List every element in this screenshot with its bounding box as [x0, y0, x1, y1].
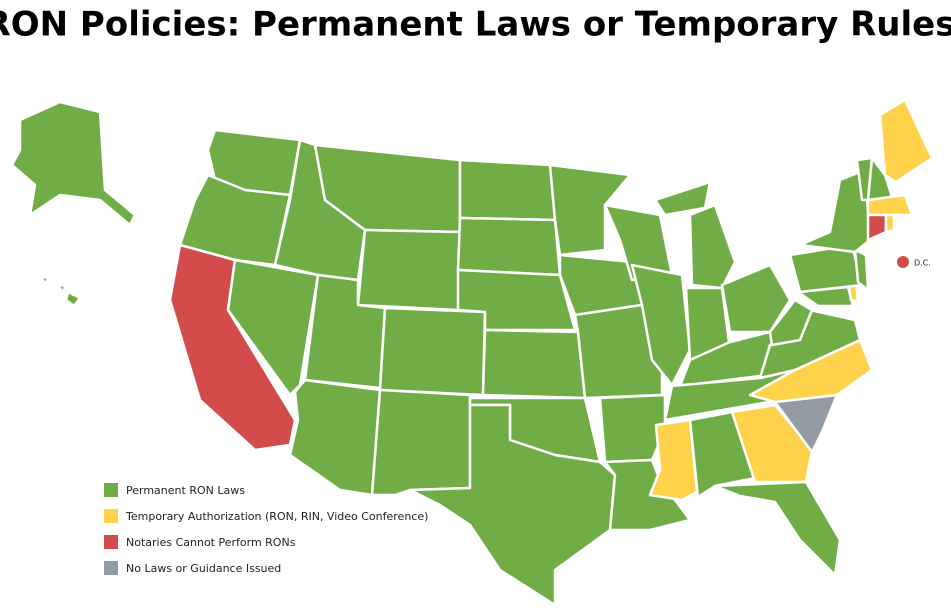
kansas: [481, 328, 587, 400]
wyoming: [356, 228, 462, 312]
alaska: [10, 100, 137, 227]
west-virginia: [768, 298, 814, 347]
texas: [408, 403, 617, 607]
hawaii: [38, 274, 82, 308]
legend-label: Temporary Authorization (RON, RIN, Video…: [125, 510, 428, 523]
legend-label: Notaries Cannot Perform RONs: [126, 536, 296, 549]
louisiana: [603, 458, 692, 532]
legend-swatch: [104, 483, 118, 497]
legend-label: No Laws or Guidance Issued: [126, 562, 281, 575]
mississippi: [648, 418, 699, 502]
arizona: [288, 378, 382, 497]
ohio: [720, 263, 792, 334]
dc-marker: [897, 256, 909, 268]
legend-swatch: [104, 535, 118, 549]
dc-label: D.C.: [914, 259, 931, 268]
legend-swatch: [104, 509, 118, 523]
new-jersey: [853, 248, 870, 292]
rhode-island: [884, 213, 896, 234]
legend: Permanent RON Laws Temporary Authorizatio…: [104, 483, 428, 575]
us-map: [10, 98, 934, 607]
legend-label: Permanent RON Laws: [126, 484, 245, 497]
connecticut: [866, 213, 888, 242]
massachusetts: [866, 193, 914, 217]
colorado: [378, 306, 487, 397]
michigan: [653, 180, 737, 290]
georgia: [730, 403, 814, 484]
north-dakota: [458, 158, 557, 222]
florida: [713, 480, 842, 577]
minnesota: [548, 163, 632, 257]
south-dakota: [456, 216, 562, 277]
new-mexico: [370, 388, 472, 497]
legend-swatch: [104, 561, 118, 575]
title: RON Policies: Permanent Laws or Temporar…: [0, 5, 951, 45]
maine: [878, 98, 934, 184]
